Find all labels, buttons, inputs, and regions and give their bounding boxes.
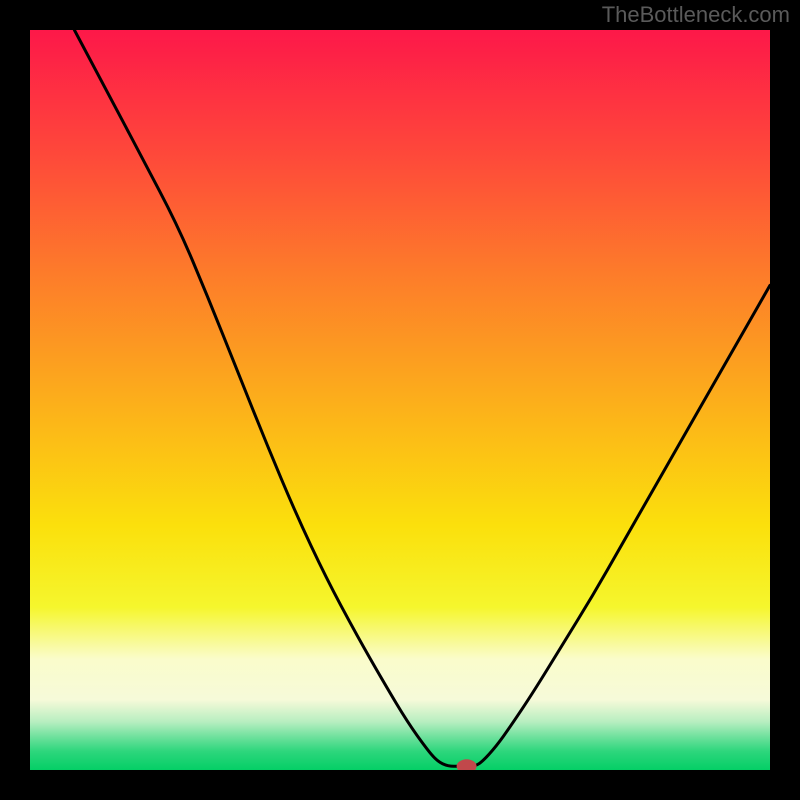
chart-container: TheBottleneck.com — [0, 0, 800, 800]
chart-svg — [30, 30, 770, 770]
plot-area — [30, 30, 770, 770]
watermark-label: TheBottleneck.com — [602, 2, 790, 28]
chart-background — [30, 30, 770, 770]
